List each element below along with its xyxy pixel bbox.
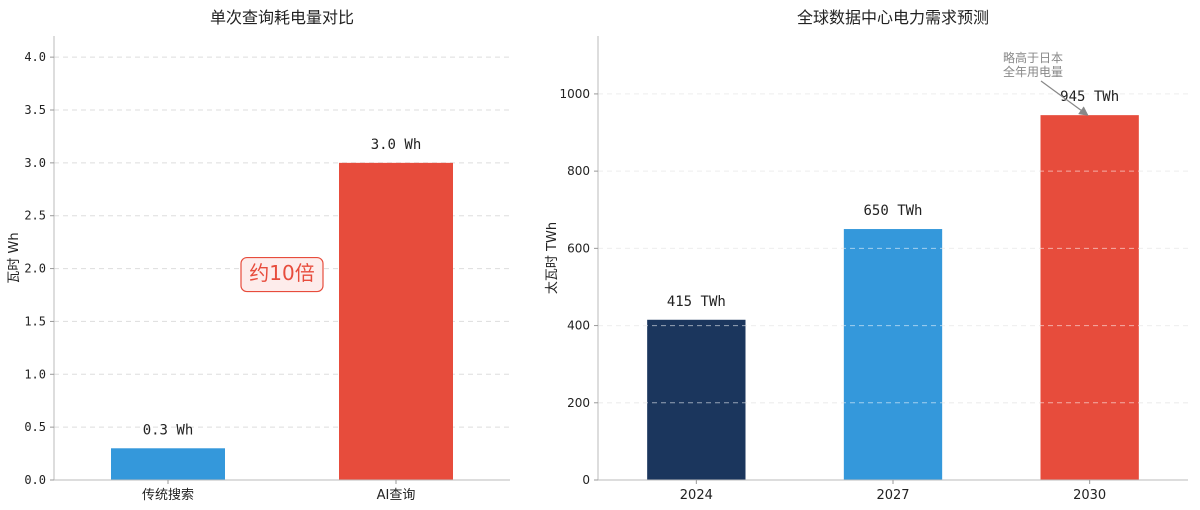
left-chart: 0.0 0.5 1.0 1.5 2.0 2.5 3.0 3.5 4.0 传统搜索 AI查询 0.3…: [7, 8, 510, 503]
right-data-labels: 415 TWh 650 TWh 945 TWh: [667, 89, 1119, 310]
bar: [1040, 115, 1139, 480]
y-tick-label: 1.5: [24, 314, 46, 328]
y-tick-label: 1000: [559, 87, 590, 101]
bar: [111, 448, 225, 480]
left-y-ticks: 0.0 0.5 1.0 1.5 2.0 2.5 3.0 3.5 4.0: [24, 50, 54, 487]
ratio-annotation-box: [240, 256, 324, 293]
right-bars: [647, 115, 1139, 480]
x-tick-label: 2030: [1073, 488, 1106, 503]
y-tick-label: 0.5: [24, 420, 46, 434]
annotation-arrow: [1040, 80, 1089, 116]
arrow-annotation-line-1: 略高于日本: [1003, 50, 1063, 65]
y-tick-label: 2.0: [24, 262, 46, 276]
ratio-annotation-text: 约10倍: [249, 261, 314, 285]
x-tick-label: 传统搜索: [142, 488, 194, 503]
left-x-ticks: 传统搜索 AI查询: [142, 480, 415, 503]
data-label: 0.3 Wh: [143, 422, 194, 438]
y-tick-label: 1.0: [24, 367, 46, 381]
bar: [339, 162, 453, 480]
right-chart: 0 200 400 600 800 1000 2024 2027 2030 415 TWh 65…: [545, 8, 1188, 503]
ratio-annotation: 约10倍: [240, 256, 324, 293]
y-tick-label: 3.0: [24, 156, 46, 170]
left-bars: [111, 162, 453, 480]
y-tick-label: 4.0: [24, 50, 46, 64]
y-tick-label: 3.5: [24, 103, 46, 117]
y-tick-label: 2.5: [24, 209, 46, 223]
bar: [843, 229, 943, 480]
right-y-ticks: 0 200 400 600 800 1000: [559, 87, 598, 487]
x-tick-label: 2024: [680, 488, 713, 503]
left-y-axis-label: 瓦时 Wh: [7, 232, 22, 283]
data-label: 945 TWh: [1060, 89, 1119, 105]
left-data-labels: 0.3 Wh 3.0 Wh: [143, 137, 422, 438]
right-chart-title: 全球数据中心电力需求预测: [797, 8, 989, 27]
data-label: 415 TWh: [667, 294, 726, 310]
left-gridlines: [54, 56, 510, 428]
bar: [647, 319, 746, 480]
y-tick-label: 0: [582, 473, 590, 487]
right-y-axis-label: 太瓦时 TWh: [545, 222, 560, 294]
y-tick-label: 0.0: [24, 473, 46, 487]
arrow-annotation-line-2: 全年用电量: [1003, 64, 1063, 79]
data-label: 3.0 Wh: [371, 137, 422, 153]
left-chart-title: 单次查询耗电量对比: [210, 8, 354, 27]
y-tick-label: 600: [567, 241, 590, 255]
right-x-ticks: 2024 2027 2030: [680, 480, 1106, 503]
x-tick-label: AI查询: [377, 488, 416, 503]
y-tick-label: 800: [567, 164, 590, 178]
data-label: 650 TWh: [863, 203, 922, 219]
x-tick-label: 2027: [876, 488, 909, 503]
y-tick-label: 200: [567, 396, 590, 410]
arrow-annotation: 略高于日本 全年用电量: [1003, 50, 1089, 116]
y-tick-label: 400: [567, 319, 590, 333]
